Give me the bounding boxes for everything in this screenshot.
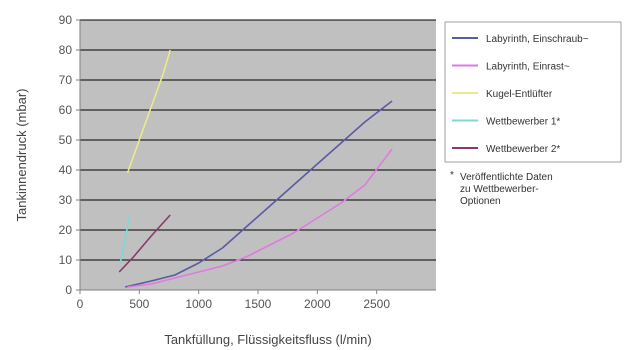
footnote-line: Veröffentlichte Daten xyxy=(460,172,553,183)
y-tick-label: 40 xyxy=(59,163,73,177)
legend-label: Labyrinth, Einschraub~ xyxy=(486,34,589,45)
x-tick-label: 2500 xyxy=(363,297,390,311)
y-tick-label: 60 xyxy=(59,103,73,117)
series-line-4 xyxy=(119,214,131,264)
footnote-line: zu Wettbewerber- xyxy=(460,184,539,195)
y-axis-title: Tankinnendruck (mbar) xyxy=(14,89,29,222)
footnote-marker: * xyxy=(450,170,454,181)
series-line-2 xyxy=(127,148,393,288)
legend-label: Wettbewerber 2* xyxy=(486,144,560,155)
x-tick-label: 1000 xyxy=(185,297,212,311)
series-line-5 xyxy=(118,214,171,273)
y-tick-label: 50 xyxy=(59,133,73,147)
y-tick-label: 30 xyxy=(59,193,73,207)
footnote-line: Optionen xyxy=(460,196,501,207)
legend-label: Wettbewerber 1* xyxy=(486,117,560,128)
y-tick-label: 20 xyxy=(59,223,73,237)
x-axis-title: Tankfüllung, Flüssigkeitsfluss (l/min) xyxy=(164,332,371,347)
y-tick-label: 90 xyxy=(59,13,73,27)
x-tick-label: 1500 xyxy=(245,297,272,311)
series-line-3 xyxy=(126,49,171,174)
x-tick-label: 500 xyxy=(129,297,149,311)
x-tick-label: 0 xyxy=(77,297,84,311)
series-line-1 xyxy=(124,100,393,288)
plot-area xyxy=(80,20,436,290)
y-tick-label: 70 xyxy=(59,73,73,87)
y-tick-label: 0 xyxy=(65,283,72,297)
legend-label: Labyrinth, Einrast~ xyxy=(486,62,570,73)
legend-label: Kugel-Entlüfter xyxy=(486,89,553,100)
y-tick-label: 10 xyxy=(59,253,73,267)
y-tick-label: 80 xyxy=(59,43,73,57)
x-tick-label: 2000 xyxy=(304,297,331,311)
